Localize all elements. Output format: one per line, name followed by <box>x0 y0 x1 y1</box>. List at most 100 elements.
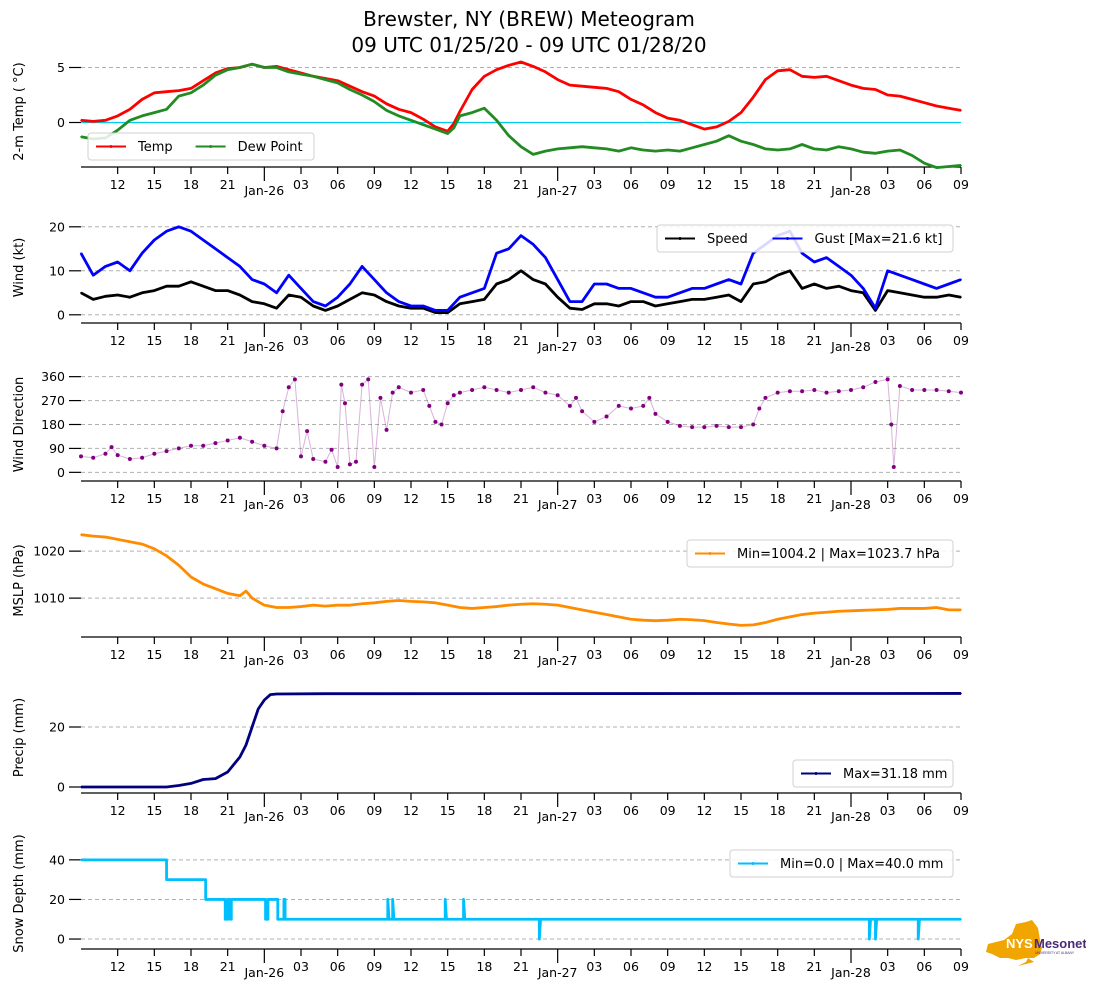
x-tick-label: 09 <box>366 959 382 974</box>
data-point <box>286 385 291 390</box>
data-point <box>177 564 180 567</box>
data-point <box>275 693 278 695</box>
data-point <box>630 287 632 290</box>
data-point <box>654 111 657 114</box>
legend-marker <box>109 145 113 148</box>
data-point <box>666 619 669 621</box>
data-point <box>653 411 658 416</box>
data-point <box>434 128 437 130</box>
x-tick-label: 18 <box>476 333 492 348</box>
x-tick-label: 06 <box>623 177 639 192</box>
data-point <box>283 918 285 921</box>
data-point <box>176 446 181 451</box>
data-point <box>230 898 233 901</box>
data-point <box>129 296 131 299</box>
data-point <box>165 90 168 93</box>
x-tick-label: 12 <box>403 959 419 974</box>
data-point <box>433 419 438 424</box>
data-point <box>532 278 535 281</box>
data-point <box>899 607 901 610</box>
data-point <box>482 385 487 390</box>
data-point <box>300 296 302 299</box>
data-point <box>837 265 840 268</box>
series-line <box>80 533 961 627</box>
data-point <box>752 252 755 254</box>
x-tick-label: 03 <box>293 959 309 974</box>
x-tick-label: 18 <box>183 177 199 192</box>
data-point <box>874 307 877 310</box>
data-point <box>202 583 205 585</box>
data-point <box>92 120 95 123</box>
data-point <box>361 90 363 93</box>
data-point <box>388 918 390 921</box>
data-point <box>153 289 156 292</box>
x-date-label: Jan-26 <box>243 965 284 980</box>
data-point <box>507 278 510 281</box>
data-point <box>703 287 706 290</box>
data-point <box>471 292 473 294</box>
legend-box <box>792 759 954 788</box>
data-point <box>556 604 559 606</box>
data-point <box>605 87 608 90</box>
data-point <box>226 771 229 773</box>
data-point <box>947 283 950 285</box>
legend: Min=0.0 | Max=40.0 mm <box>729 849 954 878</box>
y-tick-label: 1020 <box>33 544 65 559</box>
data-point <box>862 87 865 90</box>
data-point <box>532 243 535 246</box>
x-date-label: Jan-26 <box>243 497 284 512</box>
legend-box <box>729 849 954 878</box>
data-point <box>495 119 498 122</box>
data-point <box>385 300 388 303</box>
x-tick-label: 12 <box>403 333 419 348</box>
data-point <box>373 294 376 296</box>
data-point <box>190 230 192 232</box>
data-point <box>373 95 376 97</box>
data-point <box>507 64 510 67</box>
data-point <box>911 294 913 296</box>
data-point <box>104 295 107 298</box>
x-date-label: Jan-26 <box>243 339 284 354</box>
data-point <box>153 111 156 114</box>
data-point <box>495 283 498 285</box>
x-tick-label: 06 <box>330 803 346 818</box>
data-point <box>287 294 290 296</box>
x-tick-label: 12 <box>403 491 419 506</box>
data-point <box>226 68 229 71</box>
data-point <box>569 606 571 609</box>
data-point <box>764 281 767 283</box>
data-point <box>141 292 143 294</box>
y-tick-label: 0 <box>57 115 65 130</box>
data-point <box>263 604 266 606</box>
data-point <box>372 465 377 470</box>
data-point <box>251 63 253 65</box>
legend-marker <box>751 862 755 865</box>
data-point <box>239 265 241 268</box>
data-point <box>239 594 241 597</box>
nys-mesonet-logo: NYS Mesonet UNIVERSITY AT ALBANY <box>986 920 1086 966</box>
data-point <box>92 298 95 301</box>
x-tick-label: 15 <box>733 177 749 192</box>
legend-marker <box>678 237 682 240</box>
data-point <box>874 918 877 921</box>
data-point <box>757 406 762 411</box>
data-point <box>495 68 498 71</box>
data-point <box>224 898 227 901</box>
x-tick-label: 03 <box>586 647 602 662</box>
x-tick-label: 06 <box>916 647 932 662</box>
data-point <box>605 283 608 285</box>
data-point <box>520 234 522 237</box>
data-point <box>361 265 363 268</box>
data-point <box>336 296 339 299</box>
data-point <box>378 395 383 400</box>
data-point <box>714 423 719 428</box>
x-tick-label: 12 <box>403 803 419 818</box>
data-point <box>410 111 412 114</box>
data-point <box>390 390 395 395</box>
data-point <box>202 778 205 781</box>
x-tick-label: 06 <box>916 803 932 818</box>
data-point <box>630 618 632 621</box>
data-point <box>422 123 425 126</box>
data-point <box>354 459 358 464</box>
data-point <box>190 576 192 578</box>
